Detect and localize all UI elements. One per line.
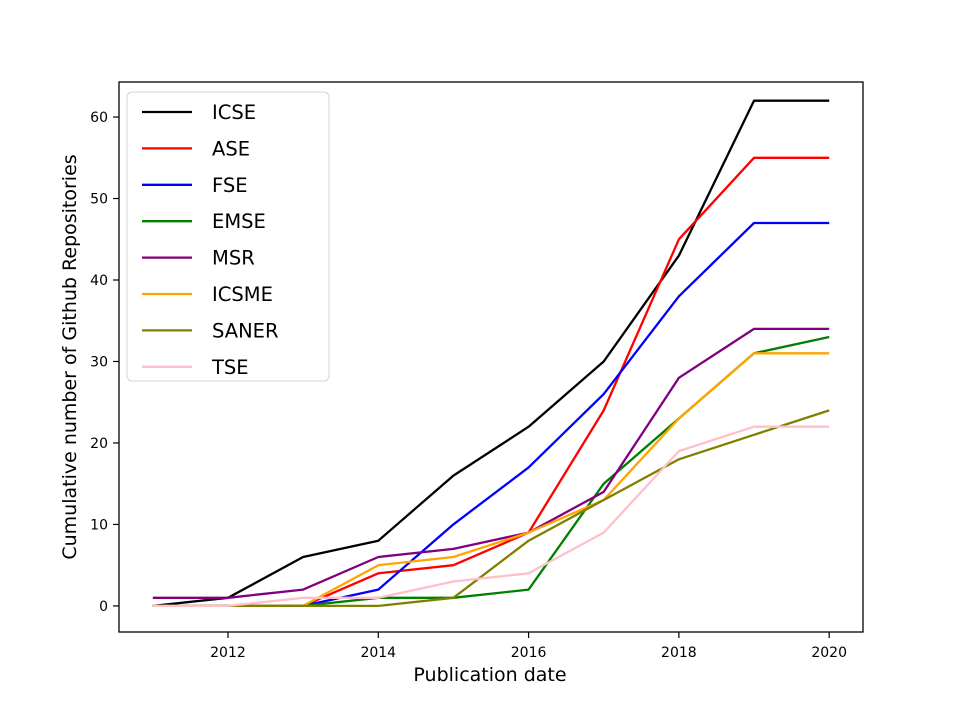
series-line-saner bbox=[152, 409, 830, 608]
legend-label-emse: EMSE bbox=[212, 210, 266, 233]
y-tick-label: 0 bbox=[99, 599, 108, 615]
series-line-icse bbox=[152, 99, 830, 608]
legend-entry-icsme: ICSME bbox=[142, 283, 273, 306]
y-tick-label: 40 bbox=[90, 273, 108, 289]
x-axis-label: Publication date bbox=[413, 664, 566, 686]
x-tick-label: 2012 bbox=[210, 645, 246, 661]
y-axis-ticks: 0 10 20 30 40 50 60 bbox=[90, 110, 119, 615]
legend: ICSE ASE FSE EMSE MSR ICSME SANER TSE bbox=[126, 91, 330, 382]
legend-label-icsme: ICSME bbox=[212, 283, 273, 306]
series-line-msr bbox=[152, 327, 830, 599]
y-tick-label: 60 bbox=[90, 110, 108, 126]
legend-box bbox=[126, 91, 330, 382]
legend-label-tse: TSE bbox=[211, 356, 249, 379]
x-tick-label: 2014 bbox=[360, 645, 396, 661]
legend-label-ase: ASE bbox=[212, 137, 250, 160]
y-axis-label: Cumulative number of Github Repositories bbox=[59, 154, 81, 559]
x-tick-label: 2016 bbox=[511, 645, 547, 661]
plot-border bbox=[118, 81, 864, 633]
legend-entry-msr: MSR bbox=[142, 247, 255, 270]
legend-entry-fse: FSE bbox=[142, 174, 248, 197]
legend-label-fse: FSE bbox=[212, 174, 248, 197]
y-tick-label: 10 bbox=[90, 517, 108, 533]
series-line-tse bbox=[152, 425, 830, 608]
legend-entry-emse: EMSE bbox=[142, 210, 266, 233]
legend-entry-icse: ICSE bbox=[142, 101, 256, 124]
legend-entry-tse: TSE bbox=[142, 356, 249, 379]
legend-label-saner: SANER bbox=[212, 319, 279, 342]
x-tick-label: 2018 bbox=[661, 645, 697, 661]
legend-label-icse: ICSE bbox=[212, 101, 256, 124]
legend-label-msr: MSR bbox=[212, 247, 255, 270]
series-group bbox=[152, 99, 830, 608]
x-axis-ticks: 2012 2014 2016 2018 2020 bbox=[210, 632, 847, 661]
y-tick-label: 30 bbox=[90, 354, 108, 370]
x-tick-label: 2020 bbox=[811, 645, 847, 661]
legend-entry-saner: SANER bbox=[142, 319, 279, 342]
y-tick-label: 20 bbox=[90, 436, 108, 452]
legend-entry-ase: ASE bbox=[142, 137, 250, 160]
y-tick-label: 50 bbox=[90, 192, 108, 208]
